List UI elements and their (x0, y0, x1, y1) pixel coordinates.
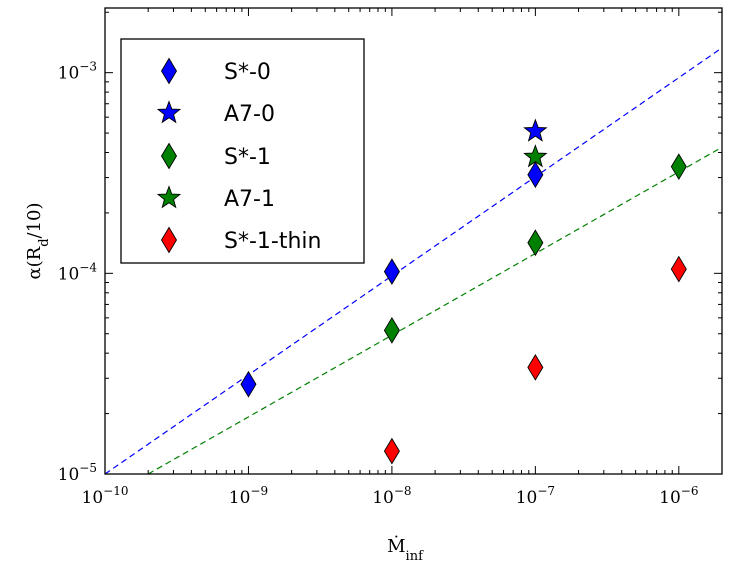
y-axis-title-post: /10) (24, 202, 45, 238)
legend-marker-3 (156, 185, 182, 209)
plot-frame (104, 7, 723, 475)
y-axis-title: α(Rd/10) (24, 202, 52, 279)
x-tick-label-0: 10−10 (82, 484, 129, 508)
point-4-1 (527, 353, 544, 381)
fit-line-0 (105, 47, 722, 474)
y-tick-label-1: 10−4 (58, 260, 98, 284)
legend-markers (156, 57, 182, 254)
point-4-2 (670, 255, 687, 283)
fit-line-1 (147, 146, 722, 474)
legend-label-s1thin: S*-1-thin (224, 229, 321, 254)
point-1-0 (523, 118, 548, 142)
legend-label-a70: A7-0 (224, 102, 275, 127)
y-tick-label-1-base: 10 (58, 264, 80, 284)
legend-box (120, 38, 365, 264)
y-tick-label-1-exp: −4 (79, 260, 97, 274)
y-tick-label-2: 10−3 (58, 60, 97, 84)
y-tick-label-2-base: 10 (58, 64, 80, 84)
legend-marker-2 (160, 142, 178, 170)
data-points (240, 118, 687, 465)
fit-lines (105, 47, 722, 474)
x-axis-title-main: Ṁ (387, 534, 405, 557)
y-tick-label-0-exp: −5 (79, 461, 97, 475)
legend-label-s1: S*-1 (224, 145, 271, 170)
y-tick-label-0: 10−5 (58, 461, 97, 485)
y-axis-title-sub: d (37, 238, 52, 246)
point-2-0 (383, 316, 400, 344)
legend-marker-4 (160, 226, 178, 254)
x-axis-title-sub: inf (406, 549, 425, 564)
x-axis-title: Ṁinf (387, 534, 424, 564)
y-tick-label-0-base: 10 (58, 465, 80, 485)
x-tick-label-0-exp: −10 (103, 484, 128, 498)
legend-marker-0 (160, 57, 178, 85)
axis-ticks (104, 8, 723, 475)
point-2-1 (527, 229, 544, 257)
point-0-1 (383, 258, 400, 285)
x-tick-label-2-exp: −8 (394, 484, 412, 498)
x-tick-label-1-base: 10 (229, 488, 251, 508)
legend-label-a71: A7-1 (224, 187, 275, 212)
legend: S*-0 A7-0 S*-1 A7-1 S*-1-thin (120, 38, 365, 264)
point-4-0 (383, 437, 400, 465)
y-axis-title-pre: α(R (24, 246, 45, 279)
tick-labels: 10−10 10−9 10−8 10−7 10−610−510−410−3 (58, 60, 699, 508)
legend-label-s0: S*-0 (224, 60, 271, 85)
x-tick-label-1: 10−9 (229, 484, 268, 508)
point-0-0 (240, 370, 257, 398)
x-tick-label-4: 10−6 (659, 484, 698, 508)
x-tick-label-3-base: 10 (516, 488, 538, 508)
point-0-2 (527, 161, 544, 189)
x-tick-label-3-exp: −7 (537, 484, 555, 498)
x-tick-label-2-base: 10 (372, 488, 394, 508)
x-tick-label-2: 10−8 (372, 484, 411, 508)
x-tick-label-3: 10−7 (516, 484, 555, 508)
x-tick-label-4-base: 10 (659, 488, 681, 508)
x-tick-label-4-exp: −6 (681, 484, 699, 498)
point-3-0 (523, 144, 548, 168)
x-tick-label-0-base: 10 (82, 488, 104, 508)
y-tick-label-2-exp: −3 (79, 60, 97, 74)
point-2-2 (670, 153, 687, 181)
legend-marker-1 (156, 100, 182, 124)
x-tick-label-1-exp: −9 (250, 484, 268, 498)
